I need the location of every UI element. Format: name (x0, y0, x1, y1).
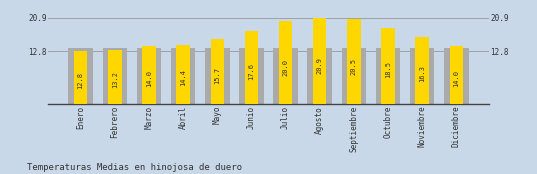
Bar (444, 48, 469, 104)
Text: Temperaturas Medias en hinojosa de duero: Temperaturas Medias en hinojosa de duero (27, 163, 242, 172)
Text: 14.4: 14.4 (180, 69, 186, 86)
Text: 13.2: 13.2 (112, 71, 118, 88)
Bar (342, 48, 366, 104)
Bar (381, 28, 395, 104)
Bar (205, 48, 229, 104)
Bar (313, 18, 326, 104)
Bar (171, 48, 195, 104)
Text: 14.0: 14.0 (453, 70, 459, 87)
Text: 15.7: 15.7 (214, 67, 220, 84)
Text: 20.5: 20.5 (351, 58, 357, 75)
Text: 20.0: 20.0 (282, 59, 288, 76)
Text: 17.6: 17.6 (249, 63, 255, 80)
Bar (68, 48, 93, 104)
Text: 14.0: 14.0 (146, 70, 152, 87)
Bar (376, 48, 401, 104)
Bar (410, 48, 434, 104)
Bar (74, 51, 88, 104)
Bar (136, 48, 161, 104)
Bar (176, 45, 190, 104)
Bar (245, 31, 258, 104)
Bar (347, 19, 361, 104)
Bar (103, 48, 127, 104)
Text: 16.3: 16.3 (419, 65, 425, 82)
Bar (211, 39, 224, 104)
Bar (449, 46, 463, 104)
Bar (416, 37, 429, 104)
Bar (239, 48, 264, 104)
Bar (273, 48, 298, 104)
Text: 18.5: 18.5 (385, 61, 391, 78)
Text: 20.9: 20.9 (317, 57, 323, 74)
Bar (308, 48, 332, 104)
Bar (142, 46, 156, 104)
Bar (108, 50, 121, 104)
Text: 12.8: 12.8 (78, 72, 84, 89)
Bar (279, 21, 292, 104)
